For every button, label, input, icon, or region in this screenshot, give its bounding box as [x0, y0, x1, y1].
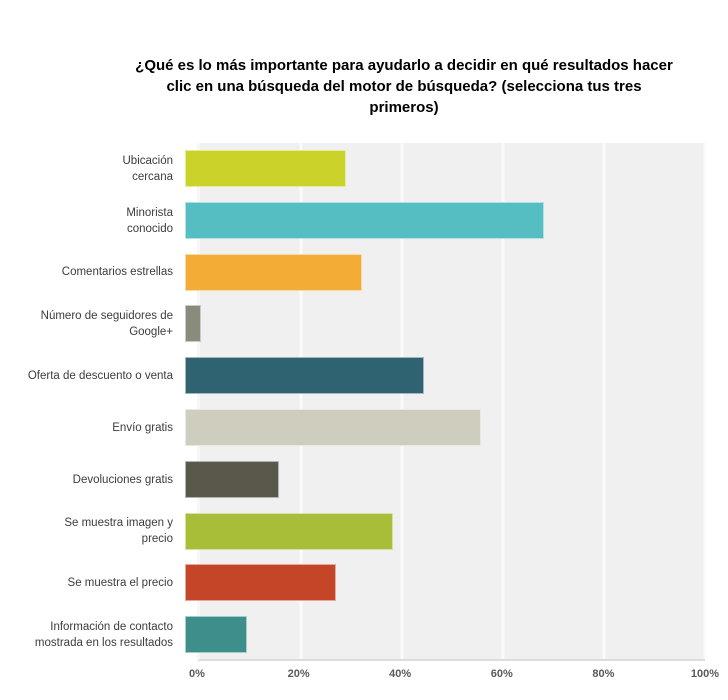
bar	[185, 357, 425, 395]
bar	[185, 253, 362, 291]
chart-row: Devoluciones gratis	[0, 454, 728, 506]
bar-track	[185, 557, 705, 609]
category-label: Información de contacto mostrada en los …	[34, 621, 173, 650]
bar-track	[185, 143, 705, 195]
bar	[185, 512, 393, 550]
x-tick-label: 40%	[389, 668, 412, 680]
bar-track	[185, 298, 705, 350]
bar	[185, 564, 336, 602]
gridline	[703, 143, 707, 659]
bar	[185, 305, 201, 343]
bar	[185, 460, 279, 498]
chart-row: Información de contacto mostrada en los …	[0, 609, 728, 661]
gridline	[400, 143, 404, 659]
gridline	[501, 143, 505, 659]
chart-row: Envío gratis	[0, 402, 728, 454]
gridline	[299, 143, 303, 659]
category-label: Minorista conocido	[126, 206, 173, 235]
gridline	[602, 143, 606, 659]
x-axis: 0% 20% 40% 60% 80% 100%	[189, 668, 719, 686]
chart-row: Número de seguidores de Google+	[0, 298, 728, 350]
category-label: Número de seguidores de Google+	[40, 310, 173, 339]
chart-row: Se muestra imagen y precio	[0, 506, 728, 558]
bar-track	[185, 350, 705, 402]
category-label: Envío gratis	[112, 421, 173, 434]
category-label: Devoluciones gratis	[72, 473, 173, 486]
bar	[185, 150, 347, 187]
bar	[185, 201, 544, 239]
x-tick-label: 0%	[189, 668, 205, 680]
x-tick-label: 20%	[287, 668, 310, 680]
chart-title: ¿Qué es lo más importante para ayudarlo …	[135, 57, 673, 116]
bar-track	[185, 402, 705, 454]
chart-row: Ubicación cercana	[0, 143, 728, 195]
bar	[185, 616, 248, 654]
category-label: Se muestra el precio	[67, 577, 173, 590]
chart-row: Comentarios estrellas	[0, 247, 728, 299]
bar-rows: Ubicación cercana Minorista conocido Comen…	[0, 143, 728, 661]
chart-plot-area: Ubicación cercana Minorista conocido Comen…	[0, 143, 728, 661]
category-label: Se muestra imagen y precio	[64, 517, 173, 546]
chart-row: Se muestra el precio	[0, 557, 728, 609]
bar	[185, 408, 482, 446]
bar-track	[185, 506, 705, 558]
bar-track	[185, 247, 705, 299]
x-tick-label: 60%	[490, 668, 513, 680]
category-label: Ubicación cercana	[122, 154, 174, 183]
category-label: Oferta de descuento o venta	[27, 370, 173, 383]
category-label: Comentarios estrellas	[61, 266, 173, 279]
chart-row: Oferta de descuento o venta	[0, 350, 728, 402]
x-tick-label: 100%	[690, 668, 720, 680]
bar-track	[185, 454, 705, 506]
bar-track	[185, 195, 705, 247]
chart-row: Minorista conocido	[0, 195, 728, 247]
x-tick-label: 80%	[592, 668, 615, 680]
bar-track	[185, 609, 705, 661]
